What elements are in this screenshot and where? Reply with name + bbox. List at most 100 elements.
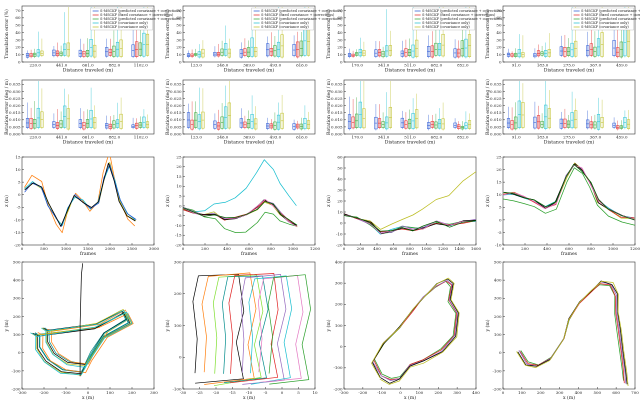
legend: S-MSCKF (predicted covariance + correcti… — [412, 7, 504, 31]
x-tick-label: 200 — [128, 390, 136, 395]
series-line — [267, 274, 311, 385]
y-tick-label: 70 — [15, 8, 21, 13]
series-group — [516, 280, 629, 387]
legend-entry: S-MSCKF (covariance only) — [261, 21, 309, 25]
series-line — [519, 283, 625, 384]
series-line — [371, 278, 459, 384]
x-tick-label: 459.0 — [616, 135, 628, 140]
y-tick-label: 100 — [174, 323, 182, 328]
x-tick-label: -20 — [213, 390, 220, 395]
y-axis-label: y (m) — [3, 319, 10, 332]
y-axis-label: z (m) — [325, 195, 332, 207]
x-tick-label: 170.0 — [351, 135, 363, 140]
y-tick-label: 200 — [335, 302, 343, 307]
y-tick-label: 5 — [179, 194, 182, 199]
x-tick-label: 882.0 — [109, 63, 121, 68]
y-tick-label: 0.000 — [9, 131, 21, 136]
x-axis-label: frames — [402, 251, 419, 257]
x-tick-label: 800 — [587, 246, 595, 251]
y-tick-label: 25 — [496, 154, 502, 159]
y-tick-label: -200 — [12, 386, 21, 391]
plot-frame — [343, 5, 477, 63]
x-tick-label: 493.0 — [270, 135, 282, 140]
y-tick-label: 60 — [176, 15, 182, 20]
x-tick-label: 367.0 — [590, 135, 602, 140]
x-tick-label: 200 — [521, 246, 529, 251]
series-group — [503, 162, 635, 226]
x-tick-label: 700 — [631, 390, 639, 395]
x-tick-label: 100 — [106, 390, 114, 395]
y-tick-label: 20 — [176, 45, 182, 50]
y-tick-label: 25 — [176, 154, 182, 159]
x-tick-label: 682.0 — [431, 63, 443, 68]
y-tick-label: 20 — [496, 45, 502, 50]
x-tick-label: 0 — [87, 390, 90, 395]
y-tick-label: 0.010 — [170, 117, 182, 122]
y-tick-label: 40 — [337, 30, 343, 35]
y-axis-label: z (m) — [3, 195, 10, 207]
x-tick-label: 459.0 — [616, 63, 628, 68]
legend-entry: S-MSCKF (covariance only) — [581, 25, 629, 29]
series-line — [503, 167, 635, 226]
legend-entry: S-MSCKF (predicted covariance + correcti… — [581, 9, 640, 13]
vertical-segment — [79, 263, 84, 377]
series-group — [30, 263, 134, 377]
y-tick-label: -5 — [498, 230, 502, 235]
x-tick-label: 600 — [612, 390, 620, 395]
series-line — [24, 162, 136, 227]
series-line — [201, 272, 257, 385]
panel-r2-c0: -20 -15 -10 -5 0 5 10 15 z (m) frames 0 500 1000 1500… — [3, 154, 160, 257]
y-tick-label: -20 — [336, 242, 343, 247]
x-tick-label: 2000 — [105, 246, 116, 251]
y-tick-label: 0.000 — [490, 131, 502, 136]
x-axis-label: Distance traveled (m) — [224, 139, 275, 146]
y-tick-label: 100 — [335, 323, 343, 328]
y-tick-label: 0.000 — [170, 131, 182, 136]
panel-r1-c1: 0.000 0.005 0.010 0.015 0.020 0.025 0.030 0.035… — [164, 79, 316, 146]
x-tick-label: 0 — [399, 390, 402, 395]
y-axis-label: y (m) — [484, 319, 491, 332]
x-tick-label: -5 — [264, 390, 268, 395]
x-tick-label: 183.0 — [537, 135, 549, 140]
y-tick-label: 0 — [179, 59, 182, 64]
y-tick-label: 50 — [496, 23, 502, 28]
y-axis-label: Rotation error (deg / m) — [325, 79, 332, 135]
y-tick-label: 0.030 — [490, 89, 502, 94]
y-tick-label: 0.035 — [170, 82, 182, 87]
y-tick-label: -10 — [14, 217, 21, 222]
y-tick-label: 0.005 — [170, 124, 182, 129]
series-line — [183, 201, 298, 226]
x-tick-label: 2500 — [127, 246, 138, 251]
x-tick-label: 511.0 — [404, 63, 416, 68]
y-tick-label: 60 — [15, 15, 21, 20]
panel-r1-c3: 0.000 0.005 0.010 0.015 0.020 0.025 0.030 0.035… — [484, 79, 636, 146]
y-tick-label: 30 — [496, 37, 502, 42]
x-tick-label: -100 — [62, 390, 71, 395]
y-tick-label: 100 — [494, 332, 502, 337]
y-tick-label: 0.030 — [170, 89, 182, 94]
x-tick-label: 275.0 — [563, 63, 575, 68]
x-tick-label: 0 — [281, 390, 284, 395]
y-tick-label: 500 — [13, 259, 21, 264]
panel-r2-c3: -10 -5 0 5 10 15 20 25 z (m) frames 0 200 400 600 800 1… — [484, 154, 640, 257]
plot-frame — [182, 5, 316, 63]
y-tick-label: 400 — [335, 259, 343, 264]
y-tick-label: 0.005 — [331, 124, 343, 129]
x-axis-label: frames — [80, 251, 97, 257]
series-line — [373, 280, 458, 380]
x-tick-label: 511.0 — [404, 135, 416, 140]
series-line — [517, 280, 628, 385]
plot-frame — [502, 156, 636, 246]
legend-box — [90, 7, 153, 31]
y-tick-label: -5 — [17, 205, 21, 210]
x-tick-label: 200 — [357, 246, 365, 251]
plot-frame — [343, 156, 477, 246]
legend-box — [412, 7, 475, 31]
y-tick-label: 0.025 — [331, 96, 343, 101]
y-tick-label: 200 — [13, 314, 21, 319]
series-line — [516, 280, 629, 387]
x-tick-label: 493.0 — [270, 63, 282, 68]
y-tick-label: 70 — [176, 8, 182, 13]
y-tick-label: 0 — [18, 59, 21, 64]
y-tick-label: 10 — [337, 52, 343, 57]
